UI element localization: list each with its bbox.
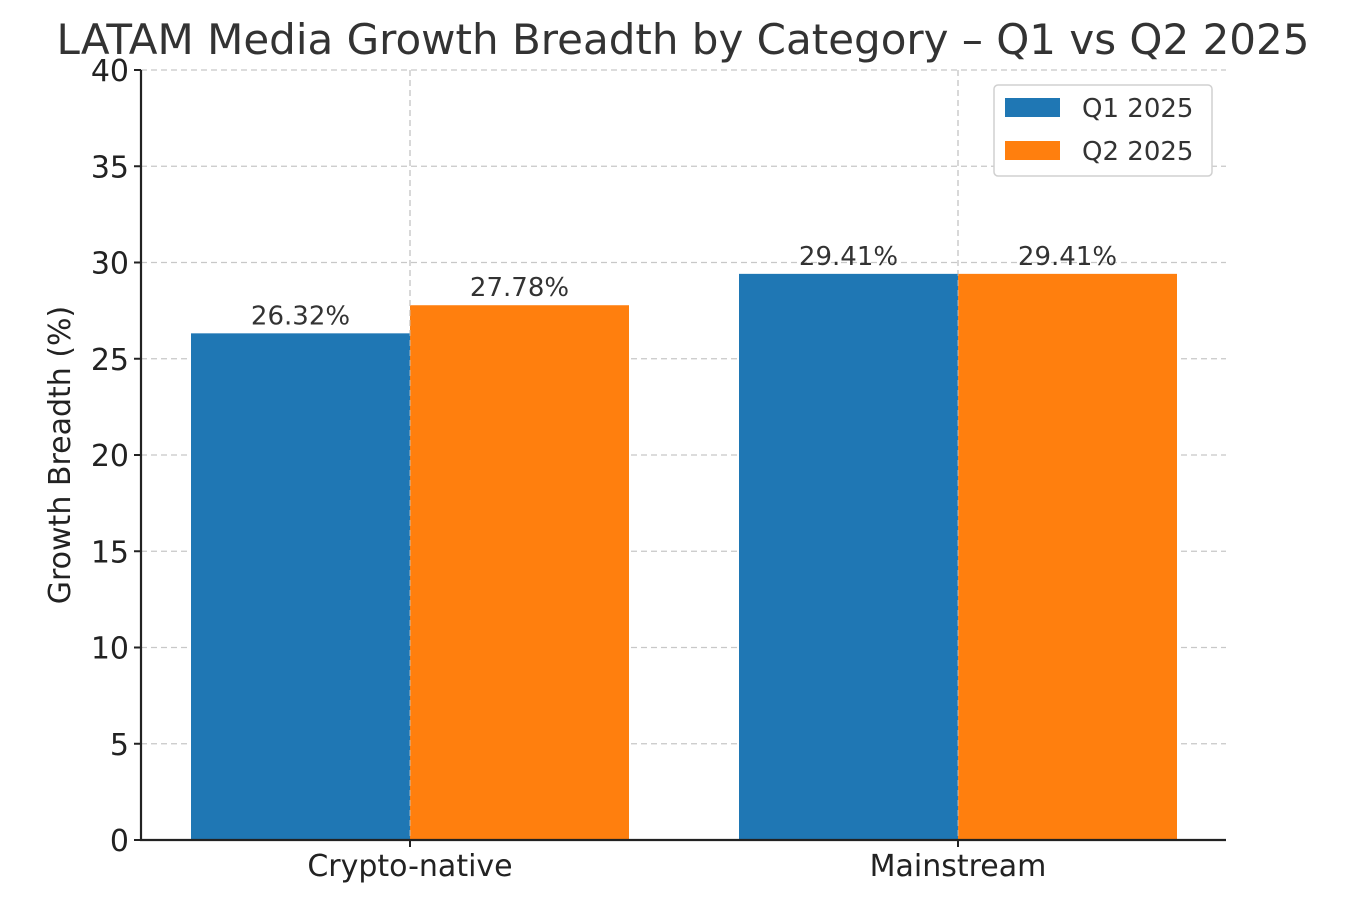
legend-swatch — [1005, 141, 1060, 160]
bars: 26.32% 29.41% 27.78% 29.41% — [191, 70, 1177, 840]
y-tick-label: 15 — [91, 535, 129, 570]
axes: 0 5 10 15 20 25 30 35 40 Crypto-native Mainstream — [91, 54, 1226, 884]
legend-label: Q2 2025 — [1082, 137, 1193, 167]
data-label: 27.78% — [470, 273, 569, 303]
y-axis-label: Growth Breadth (%) — [43, 306, 78, 605]
y-tick-label: 40 — [91, 54, 129, 89]
y-tick-label: 10 — [91, 632, 129, 667]
y-tick-label: 30 — [91, 247, 129, 282]
data-label: 29.41% — [1018, 242, 1117, 272]
x-tick-label: Mainstream — [870, 849, 1047, 884]
chart-title: LATAM Media Growth Breadth by Category –… — [57, 15, 1310, 64]
legend: Q1 2025 Q2 2025 — [993, 84, 1213, 177]
legend-swatch — [1005, 98, 1060, 117]
y-tick-label: 35 — [91, 150, 129, 185]
y-tick-label: 0 — [110, 824, 129, 859]
bar-q1-2025 — [191, 333, 410, 840]
y-tick-label: 25 — [91, 343, 129, 378]
data-label: 26.32% — [251, 301, 350, 331]
bar-q2-2025 — [410, 305, 629, 840]
data-label: 29.41% — [799, 242, 898, 272]
bar-q2-2025 — [958, 273, 1177, 840]
y-tick-label: 5 — [110, 728, 129, 763]
legend-label: Q1 2025 — [1082, 94, 1193, 124]
x-tick-label: Crypto-native — [307, 849, 512, 884]
bar-q1-2025 — [739, 273, 958, 840]
y-tick-label: 20 — [91, 439, 129, 474]
